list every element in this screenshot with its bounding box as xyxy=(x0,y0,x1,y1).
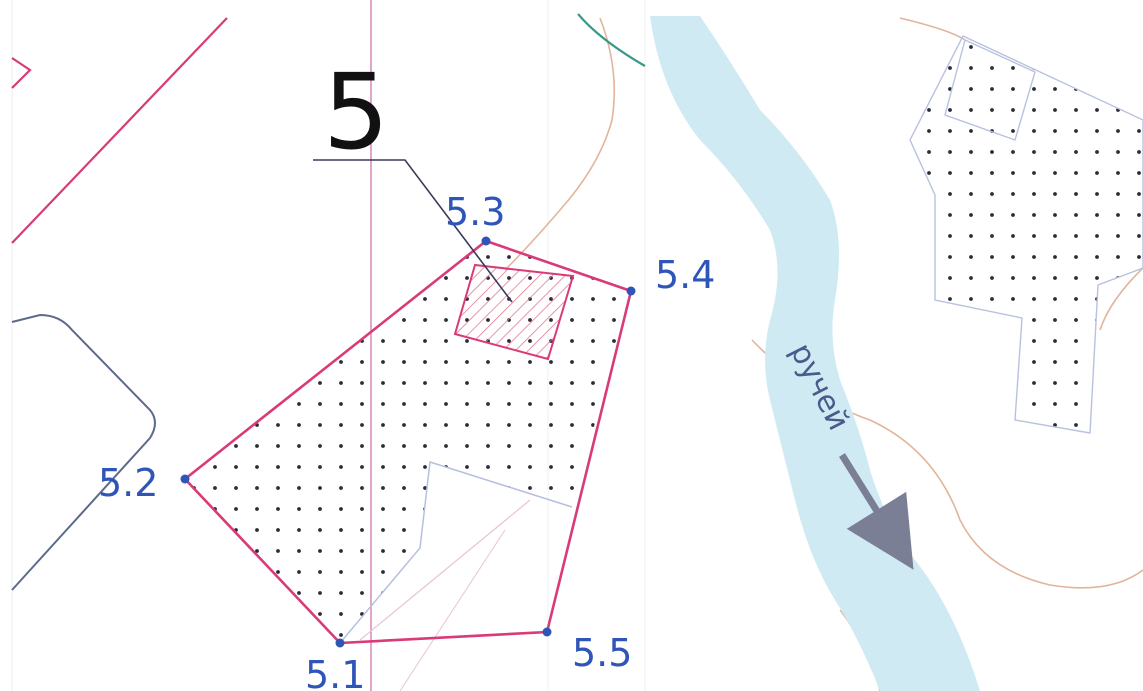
pink-boundary-line xyxy=(11,17,228,244)
vertex-label-5-2: 5.2 xyxy=(98,461,158,505)
stream-flow-arrow xyxy=(839,453,914,570)
dotted-area-right xyxy=(909,35,1143,434)
vertex-point-5-1 xyxy=(335,638,345,648)
teal-line xyxy=(577,13,646,67)
parcel-5-boundary xyxy=(183,239,633,645)
chevron-mark xyxy=(11,57,32,89)
thin-pink-line xyxy=(359,499,531,641)
building-hatched xyxy=(453,263,575,361)
vertex-point-5-3 xyxy=(481,236,491,246)
vertex-label-5-5: 5.5 xyxy=(572,631,632,675)
vertex-point-5-2 xyxy=(180,474,190,484)
vertex-label-5-1: 5.1 xyxy=(305,653,365,691)
contour-line xyxy=(504,17,616,271)
vertex-point-5-5 xyxy=(542,627,552,637)
vertex-point-5-4 xyxy=(626,286,636,296)
contour-line xyxy=(899,17,966,41)
road-outline xyxy=(11,313,156,591)
leader-line xyxy=(313,159,513,303)
building-outline-right xyxy=(944,39,1036,141)
vertex-label-5-3: 5.3 xyxy=(445,190,505,234)
vertex-label-5-4: 5.4 xyxy=(655,253,715,297)
thin-pink-line xyxy=(399,529,506,691)
parcel-number: 5 xyxy=(323,51,389,173)
inner-outline xyxy=(339,461,573,644)
stream-water xyxy=(650,16,980,691)
contour-line xyxy=(1099,267,1143,331)
